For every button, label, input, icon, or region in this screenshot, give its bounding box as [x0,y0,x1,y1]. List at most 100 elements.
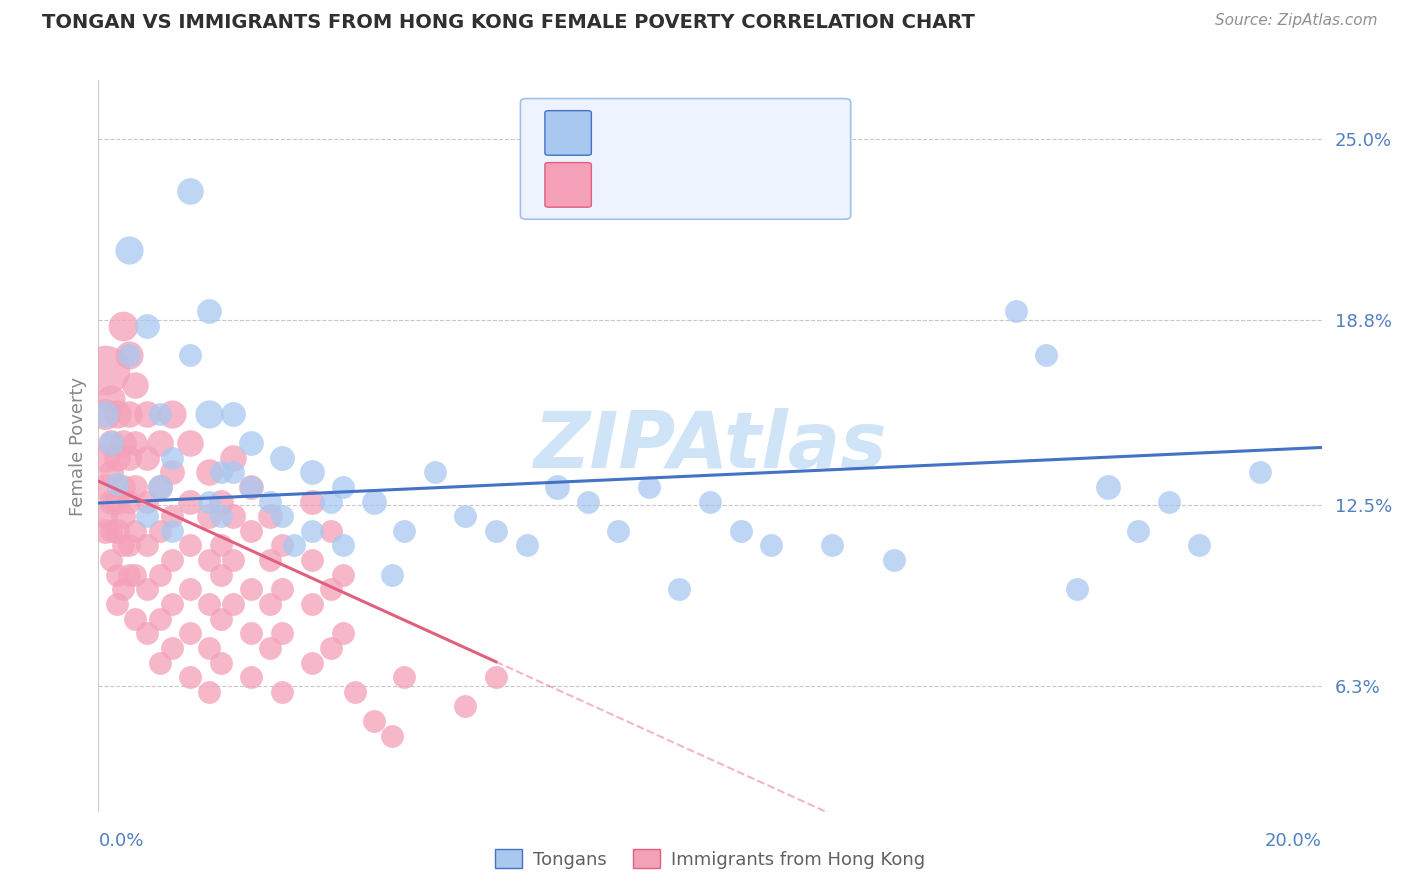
Text: 0.0%: 0.0% [98,832,143,850]
Point [1157,494,1180,508]
Point [197,553,219,567]
Point [160,640,183,655]
Point [240,670,263,684]
Point [301,466,323,480]
Point [118,348,141,362]
Point [730,524,752,538]
Point [259,640,281,655]
Point [149,407,172,421]
Point [100,436,122,450]
Point [149,612,172,626]
Point [240,480,263,494]
Text: ZIPAtlas: ZIPAtlas [533,408,887,484]
Point [546,480,568,494]
Point [883,553,905,567]
Point [332,626,354,640]
Point [607,524,630,538]
Text: 20.0%: 20.0% [1265,832,1322,850]
Point [124,436,146,450]
Point [209,612,232,626]
Point [93,480,115,494]
Point [160,553,183,567]
Point [179,436,201,450]
Point [105,450,128,465]
Point [209,656,232,670]
Point [197,466,219,480]
Point [136,319,159,334]
Point [423,466,446,480]
Point [332,480,354,494]
Point [136,509,159,524]
Point [381,567,404,582]
Y-axis label: Female Poverty: Female Poverty [69,376,87,516]
Point [319,524,342,538]
Point [100,524,122,538]
Point [111,582,134,597]
Point [160,450,183,465]
Point [319,582,342,597]
Point [270,626,292,640]
Point [197,494,219,508]
Point [301,494,323,508]
Point [576,494,599,508]
Point [240,436,263,450]
Point [160,597,183,611]
Point [93,509,115,524]
Point [301,524,323,538]
Point [1249,466,1271,480]
Point [149,480,172,494]
Point [100,553,122,567]
Point [209,509,232,524]
Point [301,656,323,670]
Point [301,553,323,567]
Point [93,407,115,421]
Point [160,509,183,524]
Point [124,612,146,626]
Point [111,509,134,524]
Point [283,539,305,553]
Point [209,539,232,553]
Point [111,480,134,494]
Point [363,494,385,508]
Point [124,567,146,582]
Point [1188,539,1211,553]
Point [1128,524,1150,538]
Point [179,185,201,199]
Point [118,450,141,465]
Point [149,436,172,450]
Point [105,597,128,611]
Point [136,539,159,553]
Point [105,524,128,538]
FancyBboxPatch shape [546,162,592,207]
Point [124,377,146,392]
Point [209,466,232,480]
Point [319,640,342,655]
Point [454,699,477,714]
Point [118,243,141,257]
Point [160,407,183,421]
Point [197,640,219,655]
Point [93,450,115,465]
Point [332,539,354,553]
Point [179,670,201,684]
Point [209,567,232,582]
Point [454,509,477,524]
Point [485,524,508,538]
Point [1097,480,1119,494]
Legend: Tongans, Immigrants from Hong Kong: Tongans, Immigrants from Hong Kong [488,842,932,876]
Text: TONGAN VS IMMIGRANTS FROM HONG KONG FEMALE POVERTY CORRELATION CHART: TONGAN VS IMMIGRANTS FROM HONG KONG FEMA… [42,13,974,32]
Point [332,567,354,582]
Point [197,685,219,699]
Point [100,436,122,450]
Point [105,407,128,421]
Point [240,626,263,640]
Point [344,685,367,699]
Point [240,480,263,494]
Point [197,304,219,318]
Point [149,480,172,494]
Point [668,582,690,597]
Point [111,539,134,553]
Point [392,670,416,684]
Point [149,524,172,538]
Point [485,670,508,684]
